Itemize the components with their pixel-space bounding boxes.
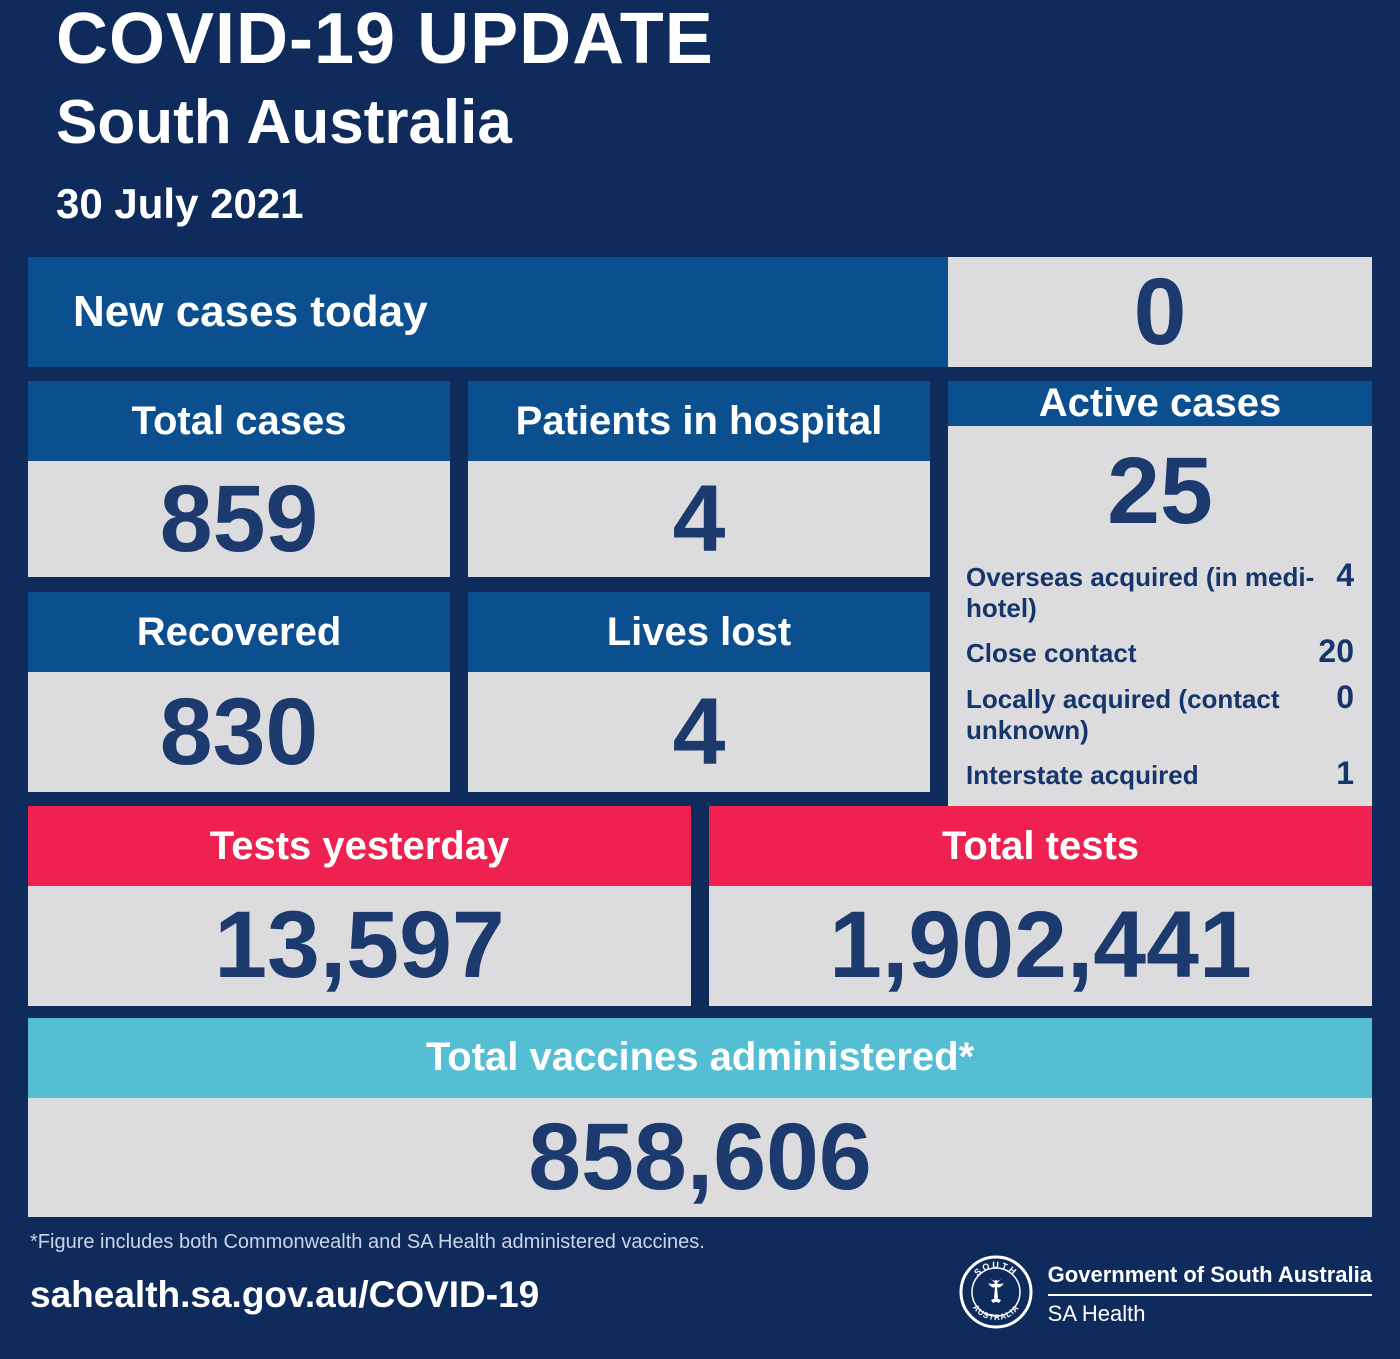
header: COVID-19 UPDATE South Australia 30 July … — [0, 0, 1400, 257]
total-cases-value: 859 — [28, 461, 450, 578]
svg-text:AUSTRALIA: AUSTRALIA — [971, 1303, 1021, 1322]
footer: sahealth.sa.gov.au/COVID-19 SOUTH AUSTRA… — [0, 1254, 1400, 1359]
breakdown-label: Interstate acquired — [966, 760, 1199, 791]
stat-row-1: Total cases 859 Patients in hospital 4 — [28, 381, 930, 578]
hospital-card: Patients in hospital 4 — [468, 381, 930, 578]
footnote: *Figure includes both Commonwealth and S… — [30, 1231, 705, 1254]
breakdown-label: Close contact — [966, 638, 1137, 669]
total-tests-card: Total tests 1,902,441 — [709, 806, 1372, 1006]
tests-yesterday-card: Tests yesterday 13,597 — [28, 806, 691, 1006]
breakdown-value: 0 — [1336, 679, 1354, 716]
active-cases-value: 25 — [1107, 438, 1213, 545]
breakdown-value: 4 — [1336, 557, 1354, 594]
recovered-label: Recovered — [28, 592, 450, 673]
report-date: 30 July 2021 — [56, 179, 304, 227]
mid-left-grid: Total cases 859 Patients in hospital 4 R… — [28, 381, 930, 793]
breakdown-label: Locally acquired (contact unknown) — [966, 684, 1280, 746]
breakdown-row-close-contact: Close contact 20 — [966, 633, 1354, 670]
vaccines-card: Total vaccines administered* 858,606 — [28, 1017, 1372, 1218]
hospital-value: 4 — [468, 461, 930, 578]
active-cases-breakdown: Overseas acquired (in medi-hotel) 4 Clos… — [966, 557, 1354, 838]
page-subtitle: South Australia — [56, 87, 512, 157]
total-tests-value: 1,902,441 — [709, 886, 1372, 1006]
agency-name: SA Health — [1047, 1301, 1146, 1327]
total-tests-label: Total tests — [709, 806, 1372, 887]
breakdown-row-interstate: Interstate acquired 1 — [966, 755, 1354, 792]
tests-section: Tests yesterday 13,597 Total tests 1,902… — [28, 806, 1372, 1006]
active-cases-label: Active cases — [948, 381, 1372, 427]
lives-lost-card: Lives lost 4 — [468, 592, 930, 793]
active-cases-card: Active cases 25 Overseas acquired (in me… — [948, 381, 1372, 855]
breakdown-row-local: Locally acquired (contact unknown) 0 — [966, 679, 1354, 746]
total-cases-card: Total cases 859 — [28, 381, 450, 578]
tests-yesterday-value: 13,597 — [28, 886, 691, 1006]
breakdown-value: 20 — [1318, 633, 1354, 670]
total-cases-label: Total cases — [28, 381, 450, 462]
sa-government-logo-icon: SOUTH AUSTRALIA — [958, 1254, 1034, 1335]
page-title: COVID-19 UPDATE — [56, 0, 714, 79]
breakdown-value: 1 — [1336, 755, 1354, 792]
hospital-label: Patients in hospital — [468, 381, 930, 462]
tests-yesterday-label: Tests yesterday — [28, 806, 691, 887]
mid-section: Total cases 859 Patients in hospital 4 R… — [28, 381, 1372, 855]
stat-row-2: Recovered 830 Lives lost 4 — [28, 592, 930, 793]
government-branding: SOUTH AUSTRALIA Government of South Aust… — [958, 1254, 1372, 1335]
breakdown-row-overseas: Overseas acquired (in medi-hotel) 4 — [966, 557, 1354, 624]
new-cases-value: 0 — [948, 257, 1372, 368]
lives-lost-value: 4 — [468, 672, 930, 793]
lives-lost-label: Lives lost — [468, 592, 930, 673]
breakdown-label: Overseas acquired (in medi-hotel) — [966, 562, 1315, 624]
active-cases-body: 25 Overseas acquired (in medi-hotel) 4 C… — [948, 426, 1372, 855]
vaccines-value: 858,606 — [28, 1097, 1372, 1218]
new-cases-label: New cases today — [28, 257, 948, 368]
vaccines-label: Total vaccines administered* — [28, 1017, 1372, 1098]
new-cases-card: New cases today 0 — [28, 257, 1372, 368]
government-name: Government of South Australia — [1047, 1262, 1372, 1297]
recovered-value: 830 — [28, 672, 450, 793]
recovered-card: Recovered 830 — [28, 592, 450, 793]
government-text-block: Government of South Australia SA Health — [1047, 1262, 1372, 1327]
sa-health-url-link[interactable]: sahealth.sa.gov.au/COVID-19 — [30, 1273, 540, 1315]
